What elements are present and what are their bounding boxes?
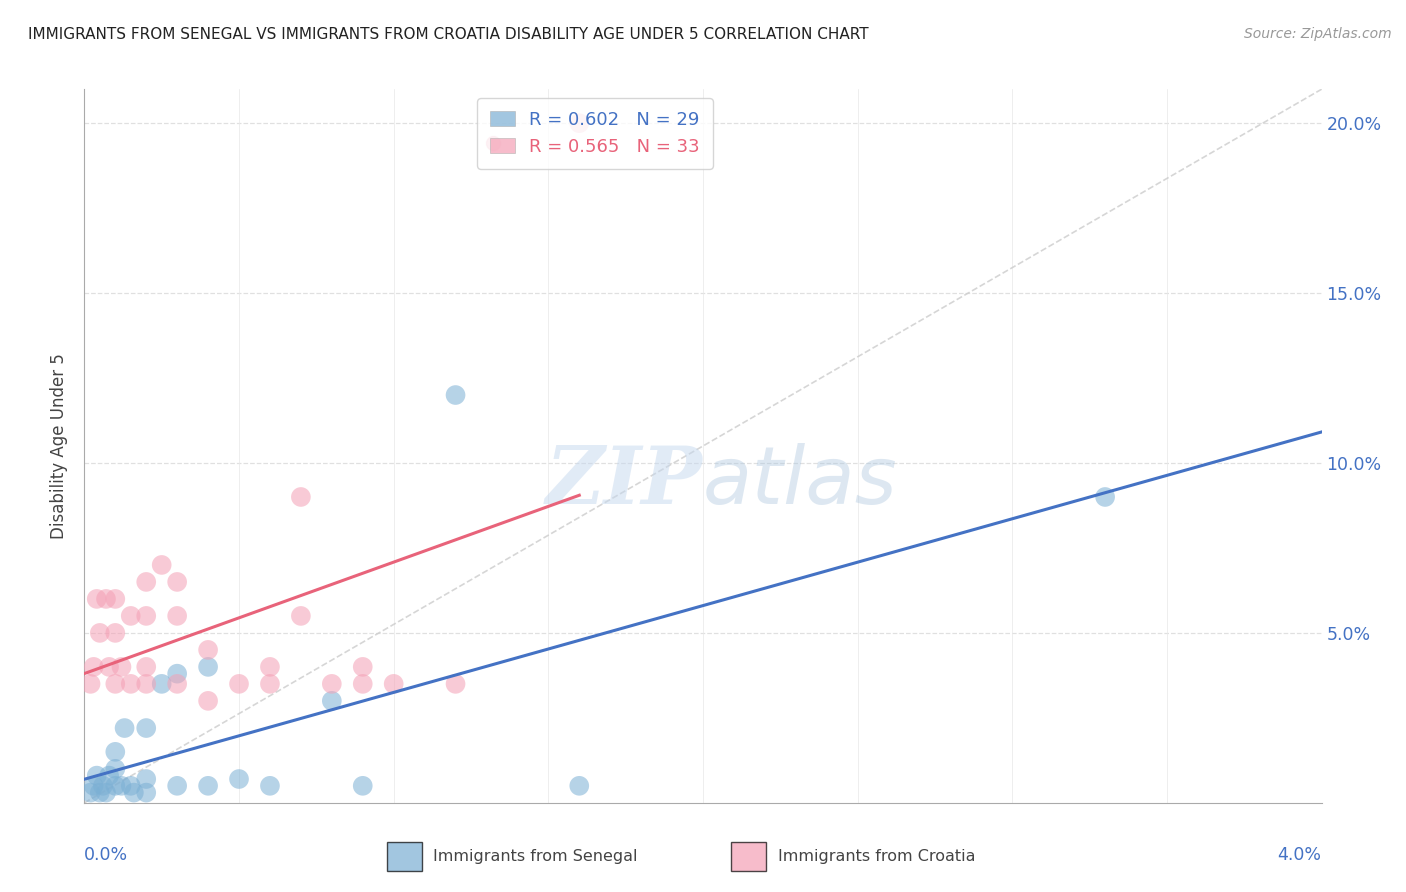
- Point: [321, 677, 343, 691]
- Text: Immigrants from Croatia: Immigrants from Croatia: [778, 849, 974, 863]
- Text: IMMIGRANTS FROM SENEGAL VS IMMIGRANTS FROM CROATIA DISABILITY AGE UNDER 5 CORREL: IMMIGRANTS FROM SENEGAL VS IMMIGRANTS FR…: [28, 27, 869, 42]
- Point: [83, 660, 105, 674]
- Point: [444, 388, 467, 402]
- Point: [114, 721, 136, 735]
- Point: [135, 660, 157, 674]
- Point: [135, 574, 157, 589]
- Point: [104, 626, 127, 640]
- Point: [86, 591, 108, 606]
- Point: [104, 591, 127, 606]
- Point: [321, 694, 343, 708]
- Legend: R = 0.602   N = 29, R = 0.565   N = 33: R = 0.602 N = 29, R = 0.565 N = 33: [477, 98, 713, 169]
- Point: [104, 745, 127, 759]
- Point: [568, 779, 591, 793]
- Point: [150, 558, 173, 572]
- Point: [98, 660, 121, 674]
- Point: [89, 786, 111, 800]
- Point: [98, 769, 121, 783]
- Point: [197, 660, 219, 674]
- Point: [122, 786, 145, 800]
- Point: [197, 694, 219, 708]
- Point: [94, 786, 117, 800]
- Point: [135, 608, 157, 623]
- Point: [259, 677, 281, 691]
- Text: ZIP: ZIP: [546, 443, 703, 520]
- Point: [110, 660, 132, 674]
- Point: [166, 666, 188, 681]
- Point: [197, 779, 219, 793]
- Point: [89, 626, 111, 640]
- Point: [104, 762, 127, 776]
- Point: [104, 677, 127, 691]
- Point: [83, 779, 105, 793]
- Point: [120, 779, 142, 793]
- Point: [352, 779, 374, 793]
- Y-axis label: Disability Age Under 5: Disability Age Under 5: [51, 353, 69, 539]
- Point: [104, 779, 127, 793]
- Text: 0.0%: 0.0%: [84, 846, 128, 863]
- Point: [166, 779, 188, 793]
- Text: Immigrants from Senegal: Immigrants from Senegal: [433, 849, 637, 863]
- Point: [290, 490, 312, 504]
- Point: [197, 643, 219, 657]
- Point: [135, 721, 157, 735]
- Point: [94, 591, 117, 606]
- Point: [228, 772, 250, 786]
- Point: [79, 677, 101, 691]
- Text: Source: ZipAtlas.com: Source: ZipAtlas.com: [1244, 27, 1392, 41]
- Point: [259, 779, 281, 793]
- Point: [259, 660, 281, 674]
- FancyBboxPatch shape: [387, 842, 422, 871]
- Point: [79, 786, 101, 800]
- Point: [135, 786, 157, 800]
- Point: [166, 574, 188, 589]
- Point: [91, 779, 114, 793]
- Point: [166, 608, 188, 623]
- Point: [150, 677, 173, 691]
- Text: atlas: atlas: [703, 442, 898, 521]
- Point: [120, 608, 142, 623]
- Point: [110, 779, 132, 793]
- Point: [382, 677, 405, 691]
- Point: [135, 677, 157, 691]
- Point: [120, 677, 142, 691]
- Point: [568, 116, 591, 130]
- FancyBboxPatch shape: [731, 842, 766, 871]
- Point: [1094, 490, 1116, 504]
- Point: [290, 608, 312, 623]
- Point: [352, 677, 374, 691]
- Point: [86, 769, 108, 783]
- Point: [444, 677, 467, 691]
- Text: 4.0%: 4.0%: [1278, 846, 1322, 863]
- Point: [352, 660, 374, 674]
- Point: [135, 772, 157, 786]
- Point: [166, 677, 188, 691]
- Point: [228, 677, 250, 691]
